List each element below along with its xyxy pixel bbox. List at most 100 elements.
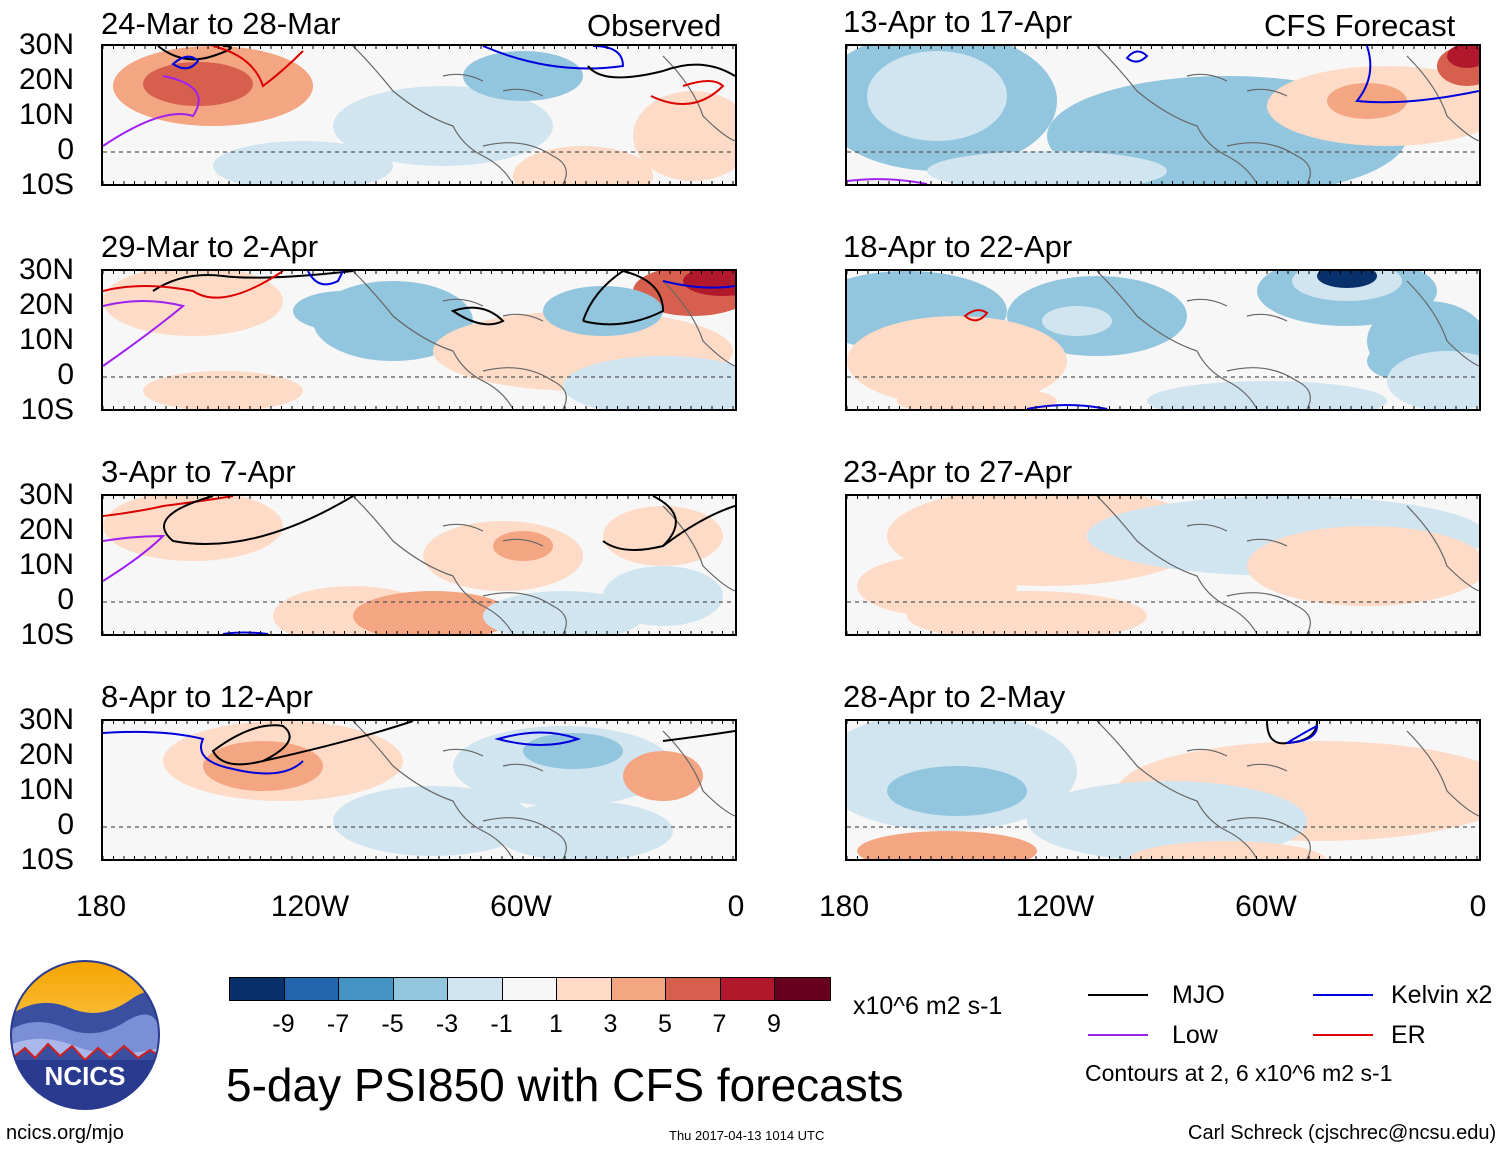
shading-blob (1387, 351, 1479, 409)
shading-blob (493, 531, 553, 561)
contour-line (662, 505, 735, 547)
legend-er-label: ER (1391, 1021, 1426, 1049)
contour-line (847, 178, 928, 184)
footer-url[interactable]: ncics.org/mjo (6, 1122, 124, 1144)
contour-line (1355, 46, 1479, 104)
shading-blob (368, 316, 438, 346)
shading-blob (1042, 306, 1112, 336)
lon-label-0-right: 0 (1469, 890, 1487, 923)
contour-line (450, 306, 505, 326)
shading-blob (463, 51, 583, 101)
lat-label: 0 (57, 583, 74, 616)
colorbar-tick-label: -3 (435, 1010, 459, 1038)
lat-label: 10S (20, 618, 74, 651)
footer-timestamp: Thu 2017-04-13 1014 UTC (669, 1128, 825, 1143)
lat-label: 10N (18, 98, 74, 131)
coastline (1096, 496, 1479, 634)
colorbar (229, 977, 831, 1001)
contour-line (222, 631, 269, 634)
colorbar-tick-label: -9 (272, 1010, 295, 1038)
shading-blob (623, 751, 703, 801)
coastline (352, 46, 735, 184)
legend-kelvin-line (1313, 994, 1373, 996)
panel-title-obs-3: 3-Apr to 7-Apr (101, 454, 296, 489)
shading-blob (603, 566, 723, 626)
map-panel-obs-2 (101, 269, 737, 411)
coastline (352, 496, 735, 634)
coastline (1096, 46, 1479, 184)
shading-blob (543, 286, 663, 336)
legend-kelvin-label: Kelvin x2 (1391, 981, 1493, 1009)
lat-label: 10S (20, 843, 74, 876)
colorbar-swatch (557, 978, 612, 1000)
legend-mjo-label: MJO (1172, 981, 1225, 1009)
panel-title-obs-4: 8-Apr to 12-Apr (101, 679, 313, 714)
legend-note: Contours at 2, 6 x10^6 m2 s-1 (1085, 1060, 1393, 1086)
colorbar-tick-label: 7 (712, 1010, 727, 1038)
forecast-label: CFS Forecast (1264, 8, 1456, 43)
shading-blob (523, 733, 623, 769)
contour-line (662, 730, 735, 742)
panel-title-obs-2: 29-Mar to 2-Apr (101, 229, 319, 264)
lat-label: 20N (18, 63, 74, 96)
contour-line (1286, 724, 1319, 744)
colorbar-swatch (230, 978, 285, 1000)
shading-blob (563, 356, 735, 409)
shading-blob (1127, 841, 1327, 859)
legend-low-label: Low (1172, 1021, 1218, 1049)
map-panel-fc-3 (845, 494, 1481, 636)
contour-line (157, 46, 232, 61)
colorbar-swatch (666, 978, 721, 1000)
shading-blob (333, 86, 553, 166)
shading-blob (143, 371, 303, 409)
lat-label: 20N (18, 513, 74, 546)
shading-blob (603, 506, 723, 566)
shading-blob (493, 801, 673, 859)
colorbar-tick-label: 1 (549, 1010, 563, 1038)
lat-label: 0 (57, 358, 74, 391)
shading-blob (103, 496, 283, 561)
lon-label-0-left: 0 (727, 890, 745, 923)
legend-low-line (1088, 1034, 1148, 1036)
logo-text: NCICS (45, 1061, 126, 1091)
contour-line (307, 271, 344, 286)
panel-title-fc-1: 13-Apr to 17-Apr (843, 4, 1073, 39)
contour-line (103, 496, 234, 517)
contour-line (152, 271, 354, 292)
contour-line (212, 46, 304, 88)
shading-blob (1447, 46, 1479, 68)
ncics-logo: NCICS (10, 960, 160, 1110)
footer-author: Carl Schreck (cjschrec@ncsu.edu) (1188, 1122, 1497, 1144)
contour-line (262, 721, 414, 762)
contour-line (494, 731, 581, 746)
map-panel-obs-1 (101, 44, 737, 186)
colorbar-tick-label: 5 (658, 1010, 672, 1038)
coastline (1096, 721, 1479, 859)
lat-label: 10S (20, 168, 74, 201)
shading-blob (897, 386, 1057, 409)
map-panel-obs-4 (101, 719, 737, 861)
colorbar-swatch (284, 978, 339, 1000)
observed-label: Observed (587, 8, 722, 43)
legend-er-line (1313, 1034, 1373, 1036)
shading-blob (683, 271, 735, 296)
map-panel-fc-1 (845, 44, 1481, 186)
lon-label-120w-left: 120W (270, 890, 350, 923)
contour-line (482, 46, 625, 70)
map-panel-obs-3 (101, 494, 737, 636)
panel-title-obs-1: 24-Mar to 28-Mar (101, 6, 341, 41)
lat-label: 10N (18, 323, 74, 356)
colorbar-swatch (775, 978, 830, 1000)
contour-line (1125, 50, 1149, 63)
map-panel-fc-2 (845, 269, 1481, 411)
lon-label-120w-right: 120W (1015, 890, 1095, 923)
contour-line (103, 271, 284, 299)
lat-label: 30N (18, 703, 74, 736)
colorbar-swatch (720, 978, 775, 1000)
shading-blob (513, 146, 653, 184)
map-panel-fc-4 (845, 719, 1481, 861)
lat-label: 10N (18, 773, 74, 806)
shading-blob (1027, 781, 1307, 859)
lat-label: 20N (18, 738, 74, 771)
contour-line (963, 309, 989, 322)
